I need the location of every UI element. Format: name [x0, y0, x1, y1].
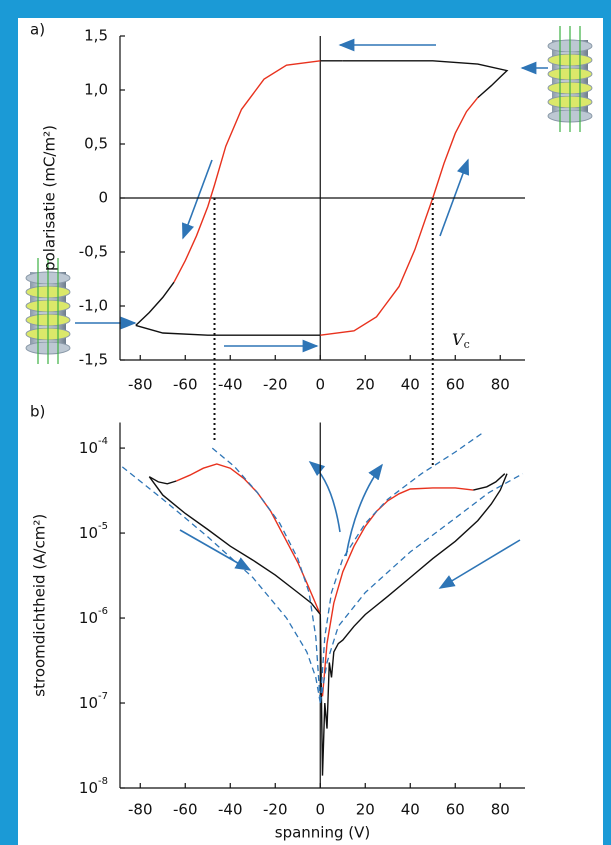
tick-base: 10 [79, 524, 98, 542]
tick-exponent: -4 [98, 436, 108, 447]
data-line [342, 60, 509, 99]
x-tick-label: 80 [491, 801, 510, 819]
tick-base: 10 [79, 609, 98, 627]
y-axis-label: stroomdichtheid (A/cm²) [31, 514, 49, 697]
vc-sub: c [464, 338, 470, 351]
y-tick-label: -1,5 [79, 351, 108, 369]
y-tick-label: 10-7 [79, 691, 108, 712]
y-tick-label: 10-4 [79, 436, 108, 457]
x-tick-label: 60 [446, 376, 465, 394]
data-line [121, 466, 321, 704]
data-line [473, 473, 506, 491]
y-axis-label: polarisatie (mC/m²) [41, 125, 59, 271]
x-tick-label: 0 [315, 376, 325, 394]
coil-top-right [547, 26, 593, 132]
y-tick-label: -0,5 [79, 243, 108, 261]
y-tick-label: -1,0 [79, 297, 108, 315]
x-tick-label: 20 [356, 376, 375, 394]
x-tick-label: -80 [128, 376, 153, 394]
data-line [211, 447, 321, 704]
x-tick-label: -40 [218, 801, 243, 819]
x-tick-label: 20 [356, 801, 375, 819]
x-tick-label: -60 [173, 801, 198, 819]
tick-base: 10 [79, 779, 98, 797]
data-line [148, 476, 177, 485]
data-line [320, 97, 479, 336]
y-tick-label: 10-5 [79, 521, 108, 542]
x-tick-label: 0 [315, 801, 325, 819]
panel-background [18, 18, 603, 845]
x-tick-label: -80 [128, 801, 153, 819]
data-line [173, 60, 321, 283]
arrows [75, 38, 548, 589]
data-line [319, 432, 483, 704]
tick-exponent: -6 [98, 606, 108, 617]
y-tick-label: 0 [98, 189, 108, 207]
x-tick-label: 60 [446, 801, 465, 819]
x-tick-label: -20 [263, 801, 288, 819]
y-tick-label: 10-8 [79, 776, 108, 797]
x-tick-label: -60 [173, 376, 198, 394]
tick-exponent: -8 [98, 776, 108, 787]
panel-label: b) [30, 403, 45, 421]
y-tick-label: 1,0 [84, 81, 108, 99]
x-tick-label: 40 [401, 376, 420, 394]
panel-label: a) [30, 21, 45, 39]
y-tick-label: 1,5 [84, 27, 108, 45]
data-line [319, 473, 524, 704]
x-tick-label: 80 [491, 376, 510, 394]
x-tick-label: 40 [401, 801, 420, 819]
data-line [135, 324, 321, 336]
tick-exponent: -5 [98, 521, 108, 532]
x-tick-label: -20 [263, 376, 288, 394]
tick-base: 10 [79, 439, 98, 457]
x-tick-label: -40 [218, 376, 243, 394]
tick-base: 10 [79, 694, 98, 712]
y-tick-label: 10-6 [79, 606, 108, 627]
data-line [148, 473, 508, 776]
coil-left [25, 258, 71, 364]
tick-exponent: -7 [98, 691, 108, 702]
vc-label: Vc [452, 330, 470, 352]
x-axis-label: spanning (V) [275, 824, 370, 842]
vc-main: V [452, 330, 465, 349]
y-tick-label: 0,5 [84, 135, 108, 153]
data-line [135, 281, 175, 326]
